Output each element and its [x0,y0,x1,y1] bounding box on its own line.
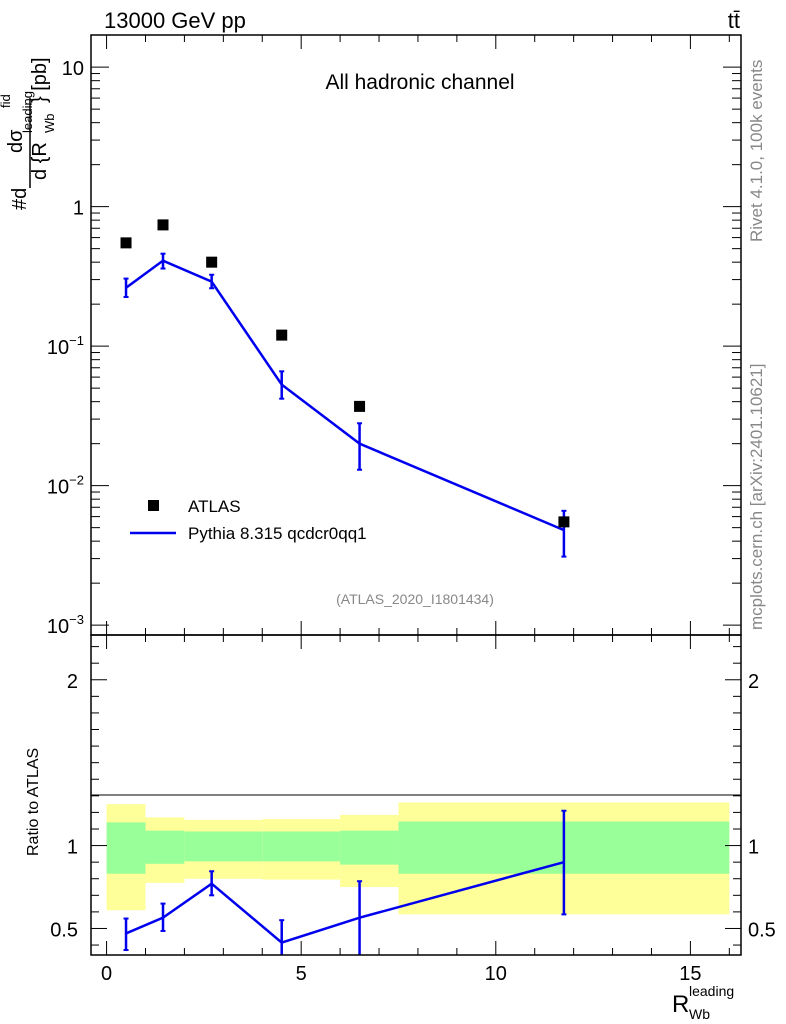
main-data-points [120,219,570,528]
band-inner [145,830,185,864]
x-tick-label: 0 [101,963,112,985]
mcplots-label: mcplots.cern.ch [arXiv:2401.10621] [747,364,766,630]
main-y-axis-label: #d dσ fid d {R leading Wb } [pb] [0,57,57,210]
ratio-mc-line [125,860,565,944]
atlas-data-point [558,516,570,528]
svg-text:R: R [672,991,689,1018]
main-y-ticks: 10 1 10−1 10−2 10−3 [47,58,741,638]
atlas-data-point [157,219,169,231]
legend-atlas-label: ATLAS [188,497,241,516]
legend-atlas-marker [148,500,159,511]
ratio-uncertainty-bands [106,802,730,915]
svg-text:Wb: Wb [42,114,57,134]
main-y-tick-label: 10 [62,58,84,80]
x-tick-label: 10 [485,963,507,985]
x-axis-label: R Wb leading [672,983,734,1022]
ratio-y-tick-label: 1 [67,837,78,859]
legend: ATLAS Pythia 8.315 qcdcr0qq1 [130,497,367,543]
main-frame [90,34,742,636]
x-tick-label: 15 [679,963,701,985]
svg-text:Wb: Wb [689,1006,710,1022]
band-inner [340,830,399,865]
ratio-y-tick-label-right: 1 [748,837,759,859]
band-inner [262,831,341,862]
energy-label: 13000 GeV pp [104,8,246,33]
main-y-tick-label: 10−3 [47,612,84,638]
x-tick-label: 5 [296,963,307,985]
process-label: tt̄ [728,8,740,33]
atlas-data-point [120,237,132,249]
watermark: (ATLAS_2020_I1801434) [336,591,494,607]
mc-line [125,259,565,532]
ratio-frame [90,634,742,956]
svg-text:dσ: dσ [5,129,27,153]
main-mc-curve [123,252,567,558]
main-title: All hadronic channel [325,71,514,94]
legend-mc-label: Pythia 8.315 qcdcr0qq1 [188,524,367,543]
svg-text:leading: leading [20,91,35,133]
main-y-tick-label: 1 [73,198,84,220]
atlas-data-point [206,256,218,268]
ratio-y-tick-label-right: 0.5 [748,919,776,941]
ratio-mc-curve [123,809,567,955]
main-panel: All hadronic channel (ATLAS_2020_I180143… [0,34,742,638]
ratio-y-tick-label: 2 [67,671,78,693]
band-inner [184,831,263,862]
svg-text:d {R: d {R [29,142,51,180]
atlas-data-point [354,400,366,412]
x-ticks: 0 5 10 15 [101,35,730,985]
svg-text:fid: fid [0,94,13,108]
band-inner [106,822,146,874]
ratio-y-tick-label-right: 2 [748,671,759,693]
rivet-version-label: Rivet 4.1.0, 100k events [747,60,766,242]
main-y-tick-label: 10−1 [47,333,84,359]
ratio-y-tick-label: 0.5 [50,919,78,941]
ratio-y-axis-label: Ratio to ATLAS [25,748,42,856]
ratio-panel: 0.5 0.5 1 1 2 2 0 5 10 15 Ratio to ATLAS R Wb le… [25,35,776,1022]
atlas-data-point [276,329,288,341]
ratio-y-ticks: 0.5 0.5 1 1 2 2 [50,646,776,946]
svg-text:} [pb]: } [pb] [29,57,51,103]
svg-text:#d: #d [9,188,31,210]
svg-text:leading: leading [689,983,734,999]
main-y-tick-label: 10−2 [47,473,84,499]
